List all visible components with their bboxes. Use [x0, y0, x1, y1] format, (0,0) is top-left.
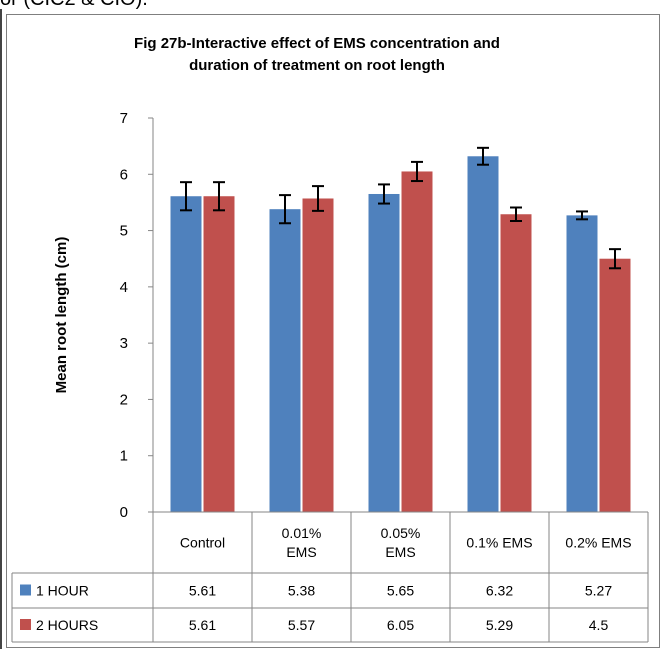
chart-title-line: Fig 27b-Interactive effect of EMS concen…: [134, 35, 500, 52]
legend-label: 1 HOUR: [36, 583, 89, 599]
bar-series2: [401, 171, 433, 512]
category-label: Control: [180, 535, 225, 551]
data-label: 5.38: [288, 583, 315, 599]
y-axis-label: Mean root length (cm): [53, 237, 70, 394]
bar-series2: [203, 196, 235, 513]
page-frame-line: [0, 9, 2, 649]
category-label: 0.1% EMS: [466, 535, 532, 551]
chart-title-line: duration of treatment on root length: [189, 57, 445, 74]
y-tick-label: 6: [120, 166, 128, 183]
category-label: EMS: [286, 544, 316, 560]
data-label: 5.29: [486, 617, 513, 633]
legend-swatch: [20, 619, 31, 630]
bar-series1: [368, 193, 400, 512]
data-label: 5.57: [288, 617, 315, 633]
data-label: 5.27: [585, 583, 612, 599]
page-text-fragment: or (CIC2 & CIO).: [0, 0, 148, 11]
category-label: 0.01%: [282, 525, 322, 541]
category-label: 0.05%: [381, 525, 421, 541]
y-tick-label: 0: [120, 504, 128, 521]
chart-frame: [6, 14, 660, 648]
legend-swatch: [20, 584, 31, 596]
data-label: 5.65: [387, 583, 414, 599]
bar-series1: [269, 209, 301, 512]
data-label: 5.61: [189, 583, 216, 599]
y-tick-label: 3: [120, 335, 128, 352]
bar-series1: [566, 215, 598, 513]
legend-label: 2 HOURS: [36, 617, 98, 633]
y-tick-label: 2: [120, 391, 128, 408]
bar-series2: [302, 198, 334, 512]
data-label: 4.5: [589, 617, 609, 633]
y-tick-label: 4: [120, 279, 128, 296]
y-tick-label: 5: [120, 223, 128, 240]
data-label: 6.05: [387, 617, 414, 633]
y-tick-label: 1: [120, 448, 128, 465]
category-label: EMS: [385, 544, 415, 560]
bar-series1: [170, 196, 202, 513]
y-tick-label: 7: [120, 110, 128, 127]
bar-series2: [599, 258, 631, 512]
bar-series2: [500, 214, 532, 512]
bar-series1: [467, 156, 499, 512]
category-label: 0.2% EMS: [565, 535, 631, 551]
data-label: 6.32: [486, 583, 513, 599]
data-label: 5.61: [189, 617, 216, 633]
